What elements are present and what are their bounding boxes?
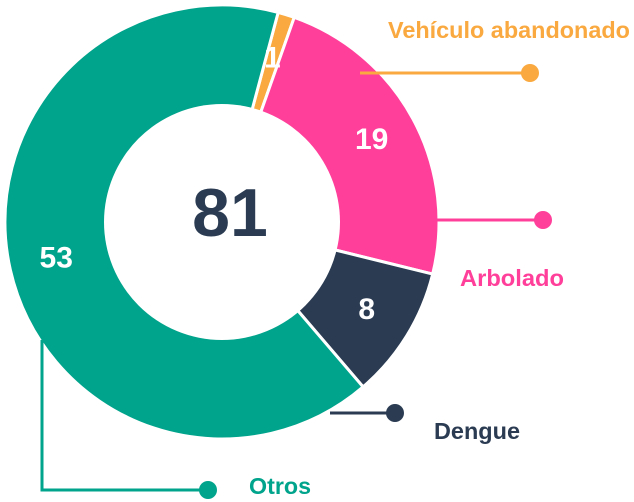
callout-dot [521,64,539,82]
donut [3,3,441,441]
category-label: Otros [249,473,311,499]
callout-dot [386,404,404,422]
value-label: 19 [355,123,388,156]
category-label: Dengue [434,418,520,444]
category-label: Vehículo abandonado [388,17,630,43]
value-label: 8 [358,293,375,326]
callout-line [40,340,208,492]
total: 81 [192,175,268,251]
value-label: 1 [264,42,281,75]
callout-dot [199,481,217,499]
category-label: Arbolado [460,265,564,291]
callout-dot [534,211,552,229]
value-label: 53 [40,242,73,275]
donut-hole [104,104,340,340]
